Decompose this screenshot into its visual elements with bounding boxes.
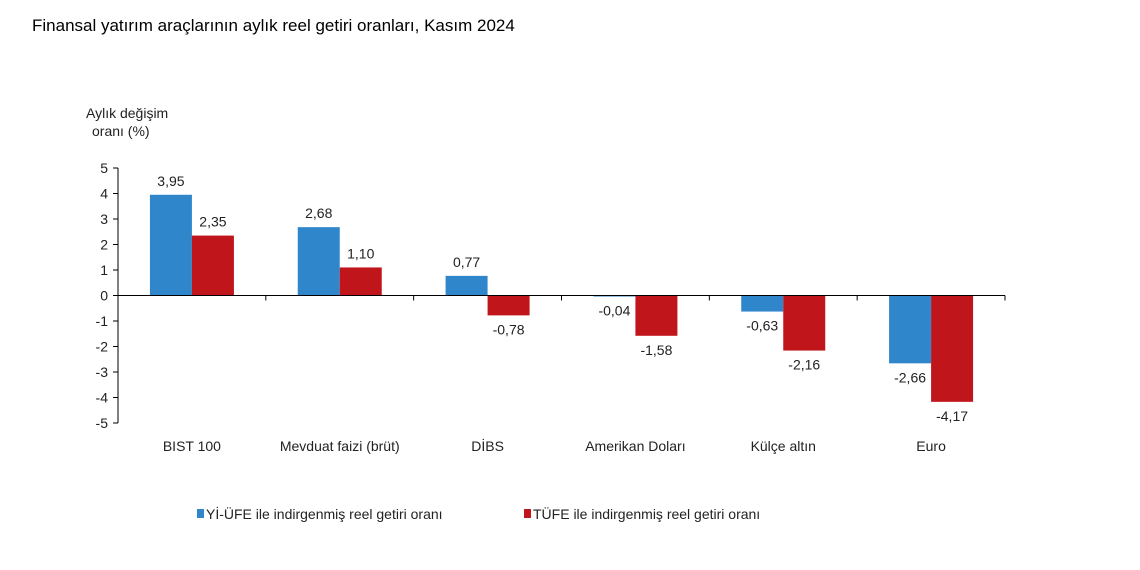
y-tick-label: -2 [96,339,109,355]
y-tick-label: -5 [96,415,109,431]
y-tick-label: 4 [100,186,108,202]
bar [741,295,784,312]
bar [593,295,636,297]
legend-swatch [197,509,204,518]
bar [931,295,974,402]
legend-swatch [524,509,531,518]
y-tick-label: 3 [100,211,108,227]
x-tick-label: Mevduat faizi (brüt) [280,438,400,454]
data-label: -0,04 [598,303,630,319]
x-tick-label: Külçe altın [751,438,816,454]
legend-label: TÜFE ile indirgenmiş reel getiri oranı [533,505,760,522]
y-tick-label: 0 [100,288,108,304]
chart-title: Finansal yatırım araçlarının aylık reel … [32,16,515,35]
y-tick-label: 2 [100,237,108,253]
y-tick-label: 1 [100,262,108,278]
data-label: 3,95 [157,173,184,189]
bar [297,227,340,296]
x-tick-label: BIST 100 [163,438,221,454]
bar [339,267,382,296]
bar [635,295,678,336]
data-label: -0,63 [746,318,778,334]
data-label: 2,68 [305,205,332,221]
y-tick-label: -1 [96,313,109,329]
data-label: 2,35 [199,214,226,230]
data-label: -2,66 [894,369,926,385]
legend-label: Yİ-ÜFE ile indirgenmiş reel getiri oranı [206,505,443,522]
x-tick-label: Amerikan Doları [585,438,685,454]
bar [445,275,488,296]
data-label: -4,17 [936,408,968,424]
y-axis-label: Aylık değişim [86,105,168,121]
data-label: -2,16 [788,357,820,373]
bar [783,295,826,351]
bar [889,295,932,364]
y-axis-label: oranı (%) [92,123,150,139]
data-label: -0,78 [493,321,525,337]
x-tick-label: DİBS [471,437,504,454]
bar [149,194,192,296]
data-label: 1,10 [347,245,374,261]
y-tick-label: -4 [96,390,109,406]
bar [191,235,234,296]
bar [487,295,530,316]
x-tick-label: Euro [916,438,946,454]
data-label: 0,77 [453,254,480,270]
y-tick-label: 5 [100,160,108,176]
data-label: -1,58 [640,342,672,358]
y-tick-label: -3 [96,364,109,380]
